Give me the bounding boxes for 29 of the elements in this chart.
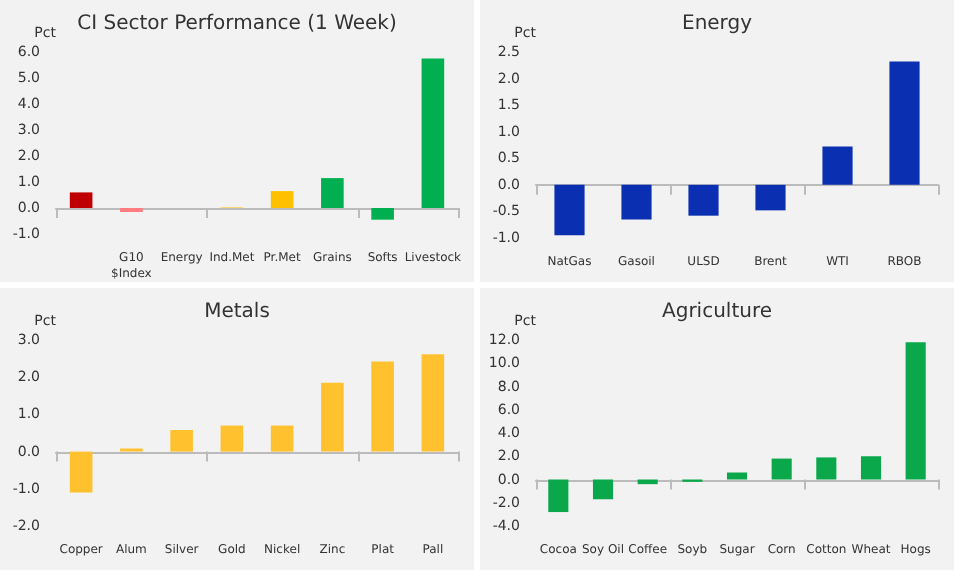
bar bbox=[371, 361, 394, 452]
bar bbox=[554, 184, 585, 236]
bar bbox=[860, 456, 882, 480]
bar bbox=[170, 430, 193, 452]
bar bbox=[592, 479, 614, 500]
bar bbox=[822, 146, 853, 185]
bar bbox=[816, 457, 837, 480]
bar bbox=[889, 61, 920, 185]
bar bbox=[621, 184, 652, 220]
bar bbox=[371, 208, 394, 220]
chart-title: Agriculture bbox=[662, 301, 772, 323]
chart-title: Energy bbox=[681, 13, 753, 35]
bar bbox=[771, 458, 792, 480]
chart-title: Metals bbox=[204, 301, 270, 323]
bar bbox=[421, 58, 445, 208]
bar bbox=[905, 342, 926, 480]
bar bbox=[69, 451, 93, 493]
bar bbox=[270, 425, 294, 452]
bar bbox=[421, 354, 445, 452]
bar bbox=[220, 425, 244, 452]
bar bbox=[548, 479, 569, 513]
bar bbox=[270, 191, 294, 208]
bar bbox=[69, 192, 93, 208]
bar bbox=[321, 178, 344, 208]
bar bbox=[688, 184, 719, 216]
bar bbox=[726, 472, 748, 480]
chart-title: CI Sector Performance (1 Week) bbox=[77, 13, 397, 35]
bar bbox=[321, 382, 344, 452]
bar bbox=[755, 184, 786, 211]
